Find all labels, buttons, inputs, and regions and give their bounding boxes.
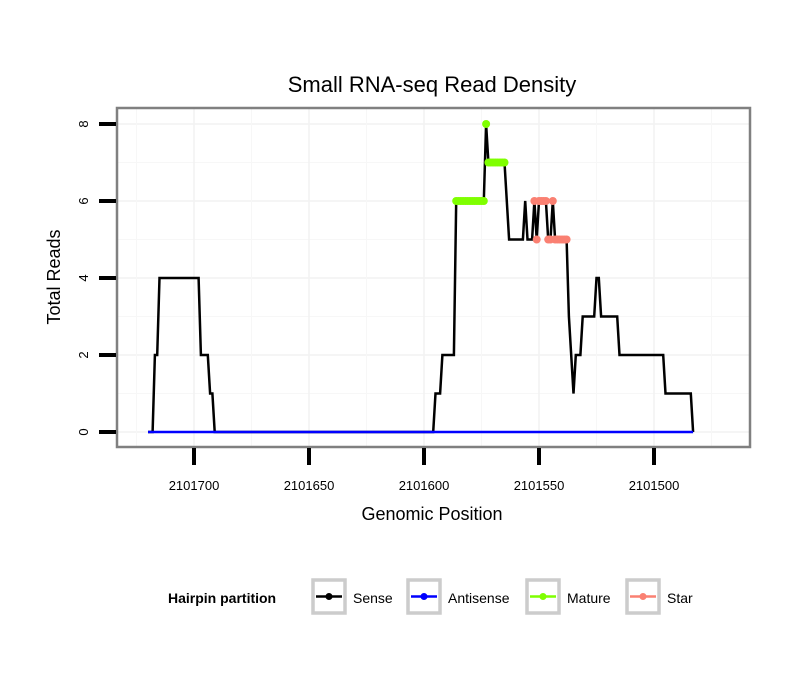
- mature-point: [500, 158, 509, 167]
- legend-label-mature: Mature: [567, 590, 611, 606]
- star-legend-point-icon: [639, 593, 647, 600]
- legend-item-star: Star: [625, 578, 693, 615]
- mature-legend-point-icon: [539, 593, 547, 600]
- y-tick-label: 2: [76, 351, 91, 358]
- star-point: [541, 197, 550, 205]
- y-tick-label: 6: [76, 197, 91, 204]
- plot-panel: [115, 106, 752, 449]
- x-tick-label: 2101650: [284, 478, 335, 493]
- x-axis: 2101700 2101650 2101600 2101550 2101500: [169, 448, 680, 493]
- mature-point: [479, 197, 488, 205]
- plot-border: [115, 106, 752, 449]
- x-tick-label: 2101500: [629, 478, 680, 493]
- y-tick-label: 8: [76, 120, 91, 127]
- star-point: [548, 197, 557, 205]
- x-tick-label: 2101700: [169, 478, 220, 493]
- antisense-legend-point-icon: [420, 593, 428, 600]
- mature-point: [482, 120, 491, 128]
- x-tick-label: 2101550: [514, 478, 565, 493]
- legend-item-sense: Sense: [311, 578, 393, 615]
- legend-title: Hairpin partition: [168, 590, 276, 606]
- legend-label-antisense: Antisense: [448, 590, 510, 606]
- y-tick-label: 0: [76, 428, 91, 435]
- series-layer: [148, 120, 695, 434]
- star-point: [562, 235, 571, 244]
- legend-label-star: Star: [667, 590, 693, 606]
- x-tick-label: 2101600: [399, 478, 450, 493]
- y-axis-title: Total Reads: [44, 229, 64, 324]
- legend-item-antisense: Antisense: [406, 578, 510, 615]
- chart-title: Small RNA-seq Read Density: [288, 72, 577, 97]
- y-tick-label: 4: [76, 274, 91, 281]
- y-axis: 0 2 4 6 8: [76, 120, 116, 436]
- legend-item-mature: Mature: [525, 578, 611, 615]
- star-point: [532, 235, 541, 244]
- legend: Hairpin partition Sense Antisense Mature St…: [168, 578, 693, 615]
- sense-legend-point-icon: [325, 593, 333, 600]
- x-axis-title: Genomic Position: [361, 504, 502, 524]
- legend-label-sense: Sense: [353, 590, 393, 606]
